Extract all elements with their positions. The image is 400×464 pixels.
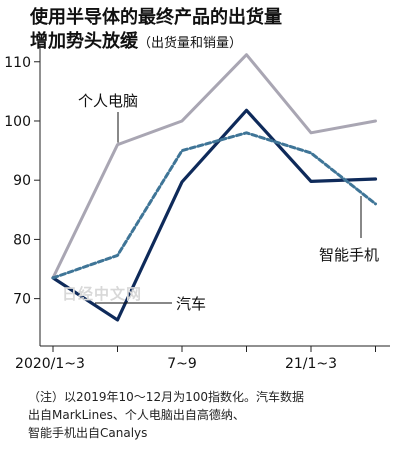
chart-title-line1: 使用半导体的最终产品的出货量	[30, 7, 282, 28]
watermark: 日经中文网	[62, 285, 143, 303]
x-tick-label-0: 2020/1~3	[15, 356, 85, 372]
chart-title-line2: 增加势头放缓（出货量和销量）	[30, 30, 282, 56]
chart-subtitle: （出货量和销量）	[138, 36, 243, 51]
y-tick-label-80: 80	[13, 232, 31, 248]
series-label-car: 汽车	[176, 295, 206, 313]
series-label-phone: 智能手机	[319, 246, 379, 264]
footnote-line1: （注）以2019年10～12月为100指数化。汽车数据	[28, 390, 304, 404]
chart-title: 使用半导体的最终产品的出货量 增加势头放缓（出货量和销量）	[30, 6, 282, 56]
y-tick-label-110: 110	[4, 55, 31, 71]
y-tick-label-90: 90	[13, 173, 31, 189]
series-label-pc: 个人电脑	[78, 92, 138, 110]
footnote-line3: 智能手机出自Canalys	[28, 426, 148, 440]
y-tick-label-100: 100	[4, 114, 31, 130]
footnote-line2: 出自MarkLines、个人电脑出自高德纳、	[28, 408, 245, 422]
footnote: （注）以2019年10～12月为100指数化。汽车数据 出自MarkLines、…	[28, 388, 388, 442]
x-tick-label-2: 7~9	[167, 356, 197, 372]
y-tick-label-70: 70	[13, 292, 31, 308]
series-line-0	[51, 53, 377, 280]
series-line-2	[51, 131, 377, 280]
chart-title-main: 增加势头放缓	[30, 31, 138, 52]
x-tick-label-4: 21/1~3	[285, 356, 337, 372]
series-line-1	[51, 108, 378, 322]
